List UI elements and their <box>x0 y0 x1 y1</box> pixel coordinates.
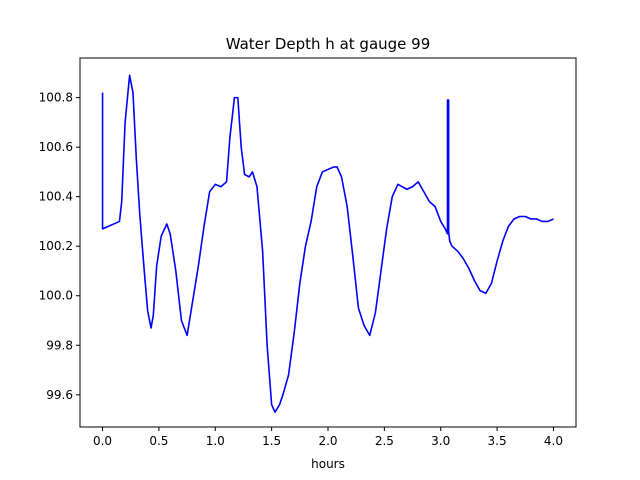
x-tick-label: 3.0 <box>431 434 450 448</box>
y-tick-label: 100.2 <box>39 239 73 253</box>
y-tick-label: 100.0 <box>39 289 73 303</box>
y-tick-label: 99.6 <box>46 388 73 402</box>
y-tick-label: 100.8 <box>39 91 73 105</box>
y-tick-label: 99.8 <box>46 338 73 352</box>
x-tick-label: 0.0 <box>93 434 112 448</box>
x-tick-label: 4.0 <box>544 434 563 448</box>
x-tick-label: 2.0 <box>318 434 337 448</box>
x-tick-label: 1.5 <box>262 434 281 448</box>
y-tick-label: 100.6 <box>39 140 73 154</box>
chart-title: Water Depth h at gauge 99 <box>226 35 431 53</box>
x-tick-label: 0.5 <box>149 434 168 448</box>
x-tick-label: 3.5 <box>488 434 507 448</box>
x-tick-label: 1.0 <box>206 434 225 448</box>
y-tick-label: 100.4 <box>39 190 73 204</box>
plot-area: 0.0 0.5 1.0 1.5 2.0 2.5 3.0 3.5 4.0 99.6 99.8 100.0… <box>39 57 577 448</box>
x-tick-label: 2.5 <box>375 434 394 448</box>
x-axis-label: hours <box>311 457 345 471</box>
series-line-0 <box>101 74 554 413</box>
